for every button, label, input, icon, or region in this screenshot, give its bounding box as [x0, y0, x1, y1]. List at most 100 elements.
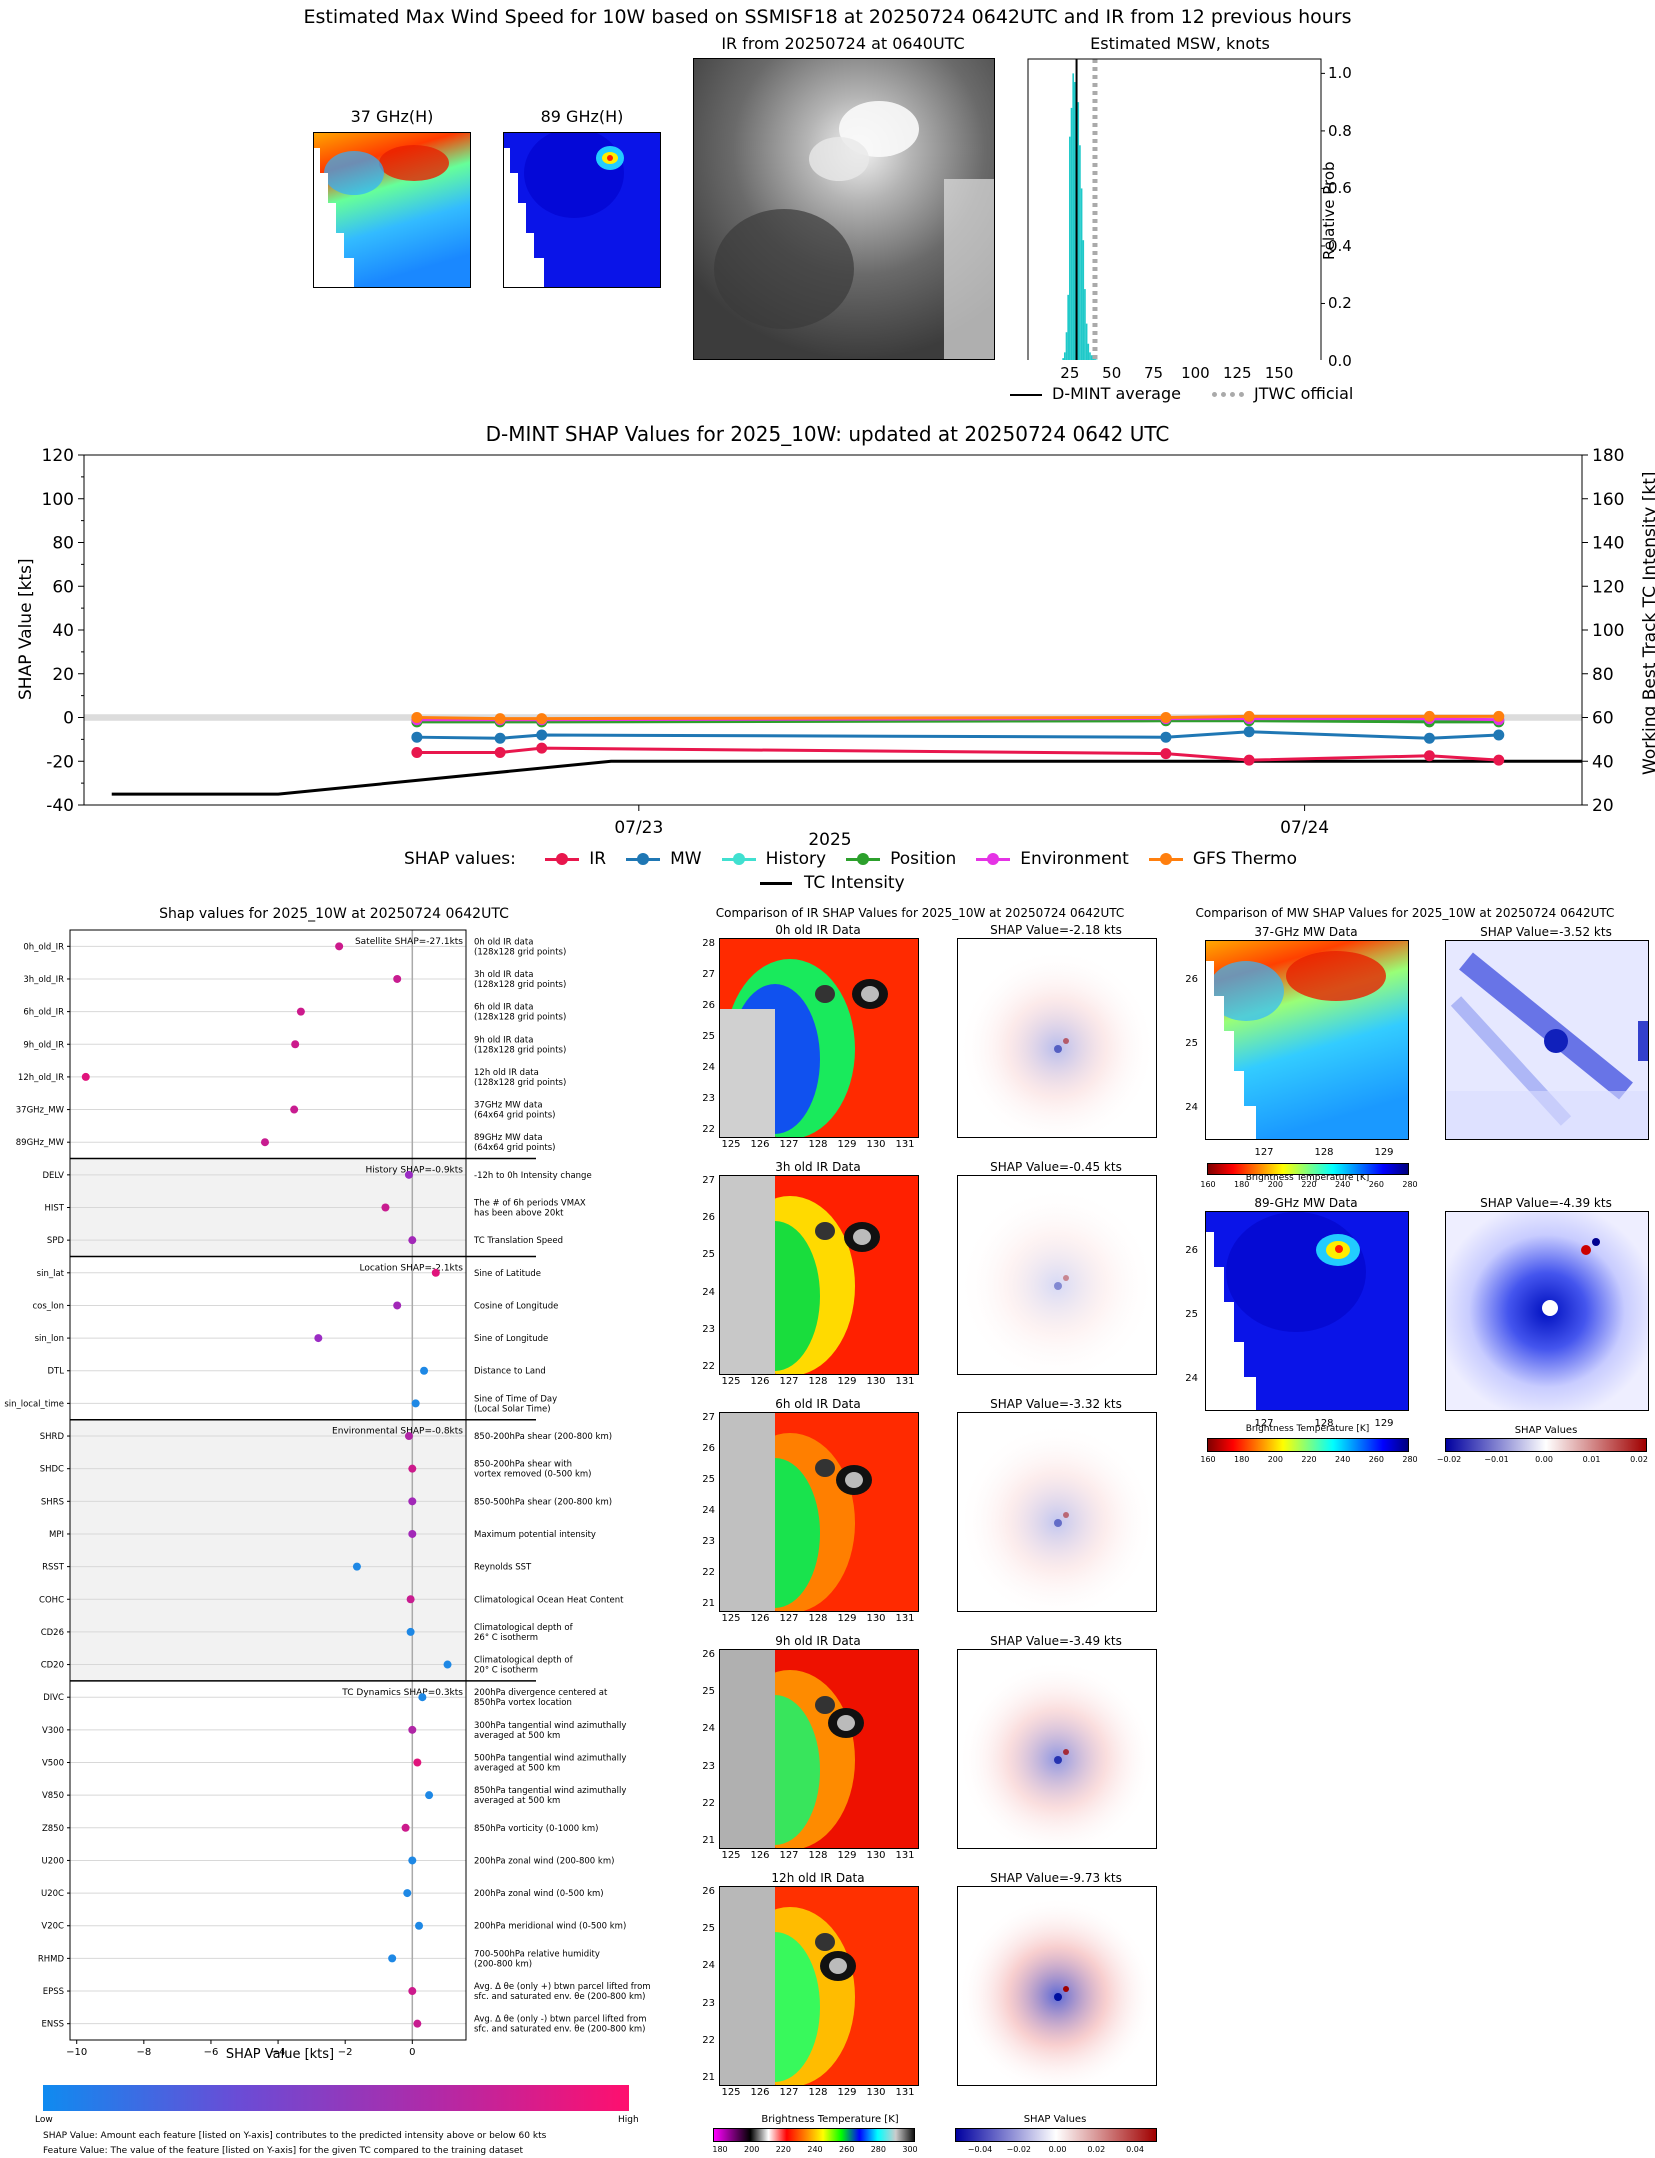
feature-desc: 6h old IR data — [474, 1003, 533, 1013]
ir-lon-label: 130 — [866, 1850, 886, 1861]
feature-name: sin_local_time — [4, 1399, 64, 1409]
feature-desc: sfc. and saturated env. θe (200-800 km) — [474, 2025, 646, 2035]
legend-swatch — [545, 852, 580, 865]
series-point — [536, 713, 548, 725]
ts-y2tick-label: 140 — [1592, 534, 1624, 554]
ts-ytick-label: 100 — [42, 490, 74, 510]
histogram-bar — [1087, 343, 1090, 360]
ir-lon-label: 131 — [895, 1850, 915, 1861]
ir-lat-label: 27 — [702, 969, 715, 980]
ir-lat-label: 26 — [702, 1443, 715, 1454]
ir-lat-label: 25 — [702, 1923, 715, 1935]
ir-lon-label: 129 — [837, 1850, 857, 1861]
feature-desc: (64x64 grid points) — [474, 1143, 555, 1153]
feature-point — [415, 1921, 424, 1930]
mw37-thumbnail — [313, 132, 471, 288]
feature-name: Z850 — [42, 1824, 64, 1834]
colorbar-tick-label: 300 — [902, 2145, 917, 2154]
colorbar-tick-label: 280 — [871, 2145, 886, 2154]
ir-lon-label: 125 — [721, 1376, 741, 1387]
ts-y2tick-label: 160 — [1592, 490, 1624, 510]
series-point — [494, 713, 506, 725]
ir-lat-label: 27 — [702, 1412, 715, 1423]
legend-dmint-label: D-MINT average — [1052, 384, 1181, 403]
group-label: Environmental SHAP=-0.8kts — [332, 1427, 463, 1437]
ir-lat-label: 21 — [702, 2072, 715, 2083]
msw-legend: D-MINT average JTWC official — [1010, 384, 1353, 403]
feature-desc: (Local Solar Time) — [474, 1404, 551, 1414]
ir-lat-label: 23 — [702, 1760, 715, 1772]
legend-entry-gfs-thermo: GFS Thermo — [1148, 849, 1297, 869]
group-label: History SHAP=-0.9kts — [366, 1166, 464, 1176]
feature-desc: 3h old IR data — [474, 970, 533, 980]
colorbar-tick-label: 200 — [744, 2145, 759, 2154]
feature-name: V850 — [42, 1791, 64, 1801]
ir-lon-label: 131 — [895, 1139, 915, 1150]
feature-name: DIVC — [43, 1693, 64, 1703]
feature-name: CD26 — [41, 1628, 64, 1638]
ir-lat-label: 28 — [702, 938, 715, 949]
feature-point — [408, 1497, 417, 1506]
ir-lat-label: 24 — [702, 1062, 715, 1073]
feature-point — [352, 1562, 361, 1571]
feature-point — [291, 1040, 300, 1049]
mw-lon-label: 128 — [1314, 1418, 1333, 1429]
ts-ytick-label: 0 — [63, 709, 74, 729]
ir-cb-label: Brightness Temperature [K] — [761, 2114, 899, 2125]
ir-lon-label: 131 — [895, 2087, 915, 2098]
shap-ts-year: 2025 — [808, 830, 852, 850]
ir-lon-label: 128 — [808, 1613, 828, 1624]
histogram-bar — [1089, 352, 1091, 360]
shap-ts-legend: SHAP values: IR MW History Position Environm… — [404, 849, 1317, 869]
feature-point — [408, 1856, 417, 1865]
series-point — [1160, 731, 1172, 743]
ir-shap-title: SHAP Value=-2.18 kts — [990, 923, 1122, 937]
bar-xtick-label: −8 — [136, 2047, 151, 2058]
ir-shap-title: SHAP Value=-0.45 kts — [990, 1160, 1122, 1174]
feature-desc: 26° C isotherm — [474, 1633, 538, 1643]
feature-point — [335, 942, 344, 951]
ir-shap-title: SHAP Value=-9.73 kts — [990, 1871, 1122, 1885]
feature-point — [260, 1138, 269, 1147]
mw-lon-label: 129 — [1374, 1418, 1393, 1429]
ir-shap-panel — [957, 1175, 1157, 1375]
feature-point — [296, 1007, 305, 1016]
ir-lat-label: 23 — [702, 1997, 715, 2009]
ir-lat-label: 25 — [702, 1031, 715, 1042]
series-point — [411, 712, 423, 723]
ts-y2tick-label: 20 — [1592, 796, 1614, 816]
tc-intensity-line — [111, 759, 1582, 796]
ir-shap-panel — [957, 938, 1157, 1138]
shap-ts-ylabel-right: Working Best Track TC Intensity [kt] — [1640, 471, 1655, 775]
ir-lon-label: 130 — [866, 1613, 886, 1624]
feature-point — [393, 1301, 402, 1310]
series-point — [536, 742, 548, 754]
bar-xtick-label: −10 — [66, 2047, 87, 2058]
msw-ytick-label: 0.4 — [1328, 236, 1352, 255]
ts-y2tick-label: 40 — [1592, 752, 1614, 772]
histogram-bar — [1085, 323, 1088, 360]
series-point — [1243, 754, 1255, 766]
tc-legend-line — [760, 881, 792, 885]
feature-name: sin_lon — [35, 1334, 64, 1344]
msw-ytick-label: 1.0 — [1328, 64, 1352, 83]
ir-lat-label: 23 — [702, 1536, 715, 1547]
ir-lon-label: 127 — [779, 2087, 799, 2098]
feature-point — [420, 1366, 429, 1375]
ir-lon-label: 129 — [837, 1613, 857, 1624]
feature-point — [314, 1334, 323, 1343]
mw37-data-panel — [1205, 940, 1409, 1140]
series-point — [1423, 750, 1435, 762]
group-label: Satellite SHAP=-27.1kts — [355, 937, 463, 947]
colorbar-tick-label: 180 — [1234, 1180, 1249, 1189]
feature-name: V20C — [41, 1922, 64, 1932]
bar-title: Shap values for 2025_10W at 20250724 064… — [159, 906, 509, 922]
feature-desc: averaged at 500 km — [474, 1796, 560, 1806]
feature-desc: Cosine of Longitude — [474, 1301, 558, 1311]
ir-shap-panel — [957, 1649, 1157, 1849]
colorbar-tick-label: 260 — [1369, 1455, 1384, 1464]
ir-data-panel — [719, 938, 919, 1138]
histogram-bar — [1065, 332, 1068, 360]
feature-name: COHC — [39, 1595, 64, 1605]
colorbar-tick-label: 200 — [1268, 1180, 1283, 1189]
